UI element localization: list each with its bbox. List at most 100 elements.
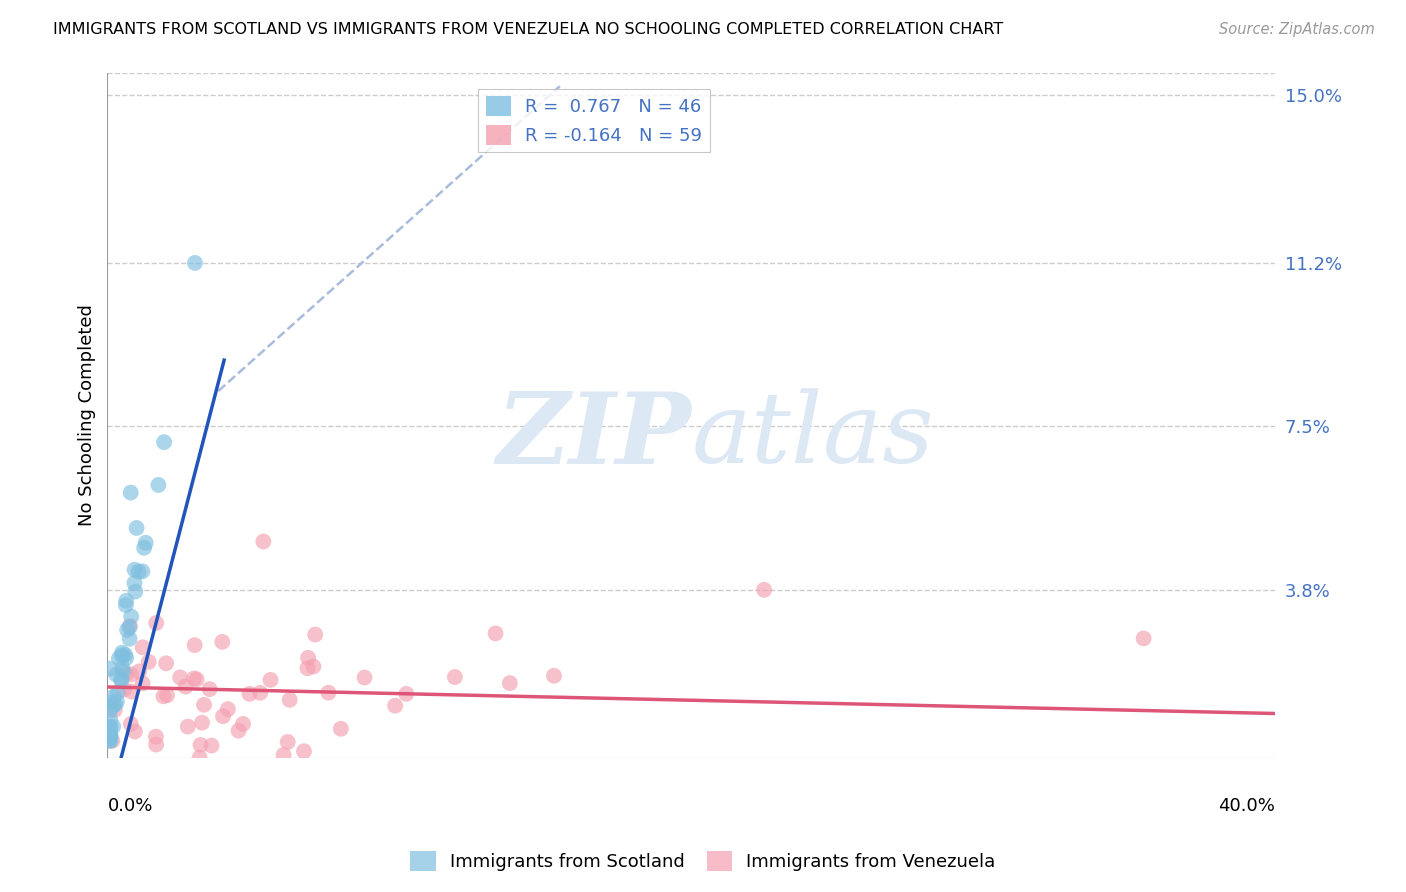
Point xyxy=(114,666,136,681)
Point xyxy=(238,687,260,701)
Text: 0.0%: 0.0% xyxy=(107,797,153,814)
Point xyxy=(249,686,271,700)
Point xyxy=(128,665,150,679)
Point xyxy=(107,685,129,699)
Point xyxy=(103,690,125,704)
Point xyxy=(484,626,506,640)
Point xyxy=(186,673,208,687)
Point xyxy=(1132,632,1154,646)
Point xyxy=(304,627,326,641)
Point xyxy=(444,670,467,684)
Point xyxy=(174,680,197,694)
Point xyxy=(200,739,222,753)
Point xyxy=(318,686,340,700)
Point xyxy=(104,698,127,712)
Point xyxy=(111,648,134,663)
Point xyxy=(120,609,142,624)
Point xyxy=(121,684,143,698)
Point xyxy=(110,673,132,687)
Point xyxy=(115,623,138,637)
Point xyxy=(105,695,128,709)
Point xyxy=(273,747,295,762)
Point xyxy=(103,719,125,733)
Point xyxy=(145,615,167,630)
Point xyxy=(384,698,406,713)
Point xyxy=(212,709,235,723)
Point xyxy=(232,717,254,731)
Point xyxy=(124,724,146,739)
Point xyxy=(277,735,299,749)
Point xyxy=(98,662,121,676)
Point xyxy=(752,582,775,597)
Point xyxy=(177,720,200,734)
Point xyxy=(329,722,352,736)
Point xyxy=(188,750,211,764)
Point xyxy=(114,648,136,662)
Point xyxy=(98,733,121,747)
Point xyxy=(184,256,207,270)
Point xyxy=(104,703,127,717)
Point xyxy=(131,565,153,579)
Point xyxy=(124,563,146,577)
Point xyxy=(353,671,375,685)
Point xyxy=(98,729,121,743)
Text: 40.0%: 40.0% xyxy=(1218,797,1275,814)
Point xyxy=(198,682,221,697)
Point xyxy=(108,651,131,665)
Text: Source: ZipAtlas.com: Source: ZipAtlas.com xyxy=(1219,22,1375,37)
Point xyxy=(395,687,418,701)
Point xyxy=(115,594,138,608)
Point xyxy=(120,485,142,500)
Point xyxy=(145,738,167,752)
Text: atlas: atlas xyxy=(692,388,934,483)
Point xyxy=(153,435,176,450)
Point xyxy=(211,635,233,649)
Point xyxy=(259,673,281,687)
Point xyxy=(112,665,135,679)
Point xyxy=(118,620,141,634)
Text: IMMIGRANTS FROM SCOTLAND VS IMMIGRANTS FROM VENEZUELA NO SCHOOLING COMPLETED COR: IMMIGRANTS FROM SCOTLAND VS IMMIGRANTS F… xyxy=(53,22,1004,37)
Point xyxy=(191,715,214,730)
Point xyxy=(111,646,134,660)
Point xyxy=(118,619,141,633)
Point xyxy=(148,478,170,492)
Point xyxy=(145,730,167,744)
Point xyxy=(105,667,128,681)
Point xyxy=(183,638,205,652)
Point xyxy=(124,576,146,591)
Point xyxy=(155,657,177,671)
Point xyxy=(100,730,122,744)
Point xyxy=(190,738,212,752)
Point xyxy=(183,672,205,686)
Point xyxy=(131,676,153,690)
Point xyxy=(101,733,124,747)
Point xyxy=(124,584,146,599)
Point xyxy=(100,696,122,710)
Point xyxy=(118,632,141,646)
Text: ZIP: ZIP xyxy=(496,388,692,484)
Point xyxy=(543,669,565,683)
Point xyxy=(98,734,121,748)
Point xyxy=(217,702,239,716)
Point xyxy=(252,534,274,549)
Point xyxy=(98,713,121,727)
Point xyxy=(169,670,191,684)
Point xyxy=(115,598,138,612)
Point xyxy=(278,693,301,707)
Point xyxy=(98,723,121,737)
Legend: Immigrants from Scotland, Immigrants from Venezuela: Immigrants from Scotland, Immigrants fro… xyxy=(404,844,1002,879)
Point xyxy=(120,667,142,681)
Point xyxy=(134,541,156,555)
Point xyxy=(125,521,148,535)
Point xyxy=(228,723,250,738)
Point xyxy=(120,717,142,731)
Point xyxy=(135,536,157,550)
Point xyxy=(138,655,160,669)
Point xyxy=(103,698,125,713)
Point xyxy=(110,673,132,688)
Point xyxy=(112,682,135,697)
Point xyxy=(98,731,121,745)
Point xyxy=(193,698,215,712)
Point xyxy=(156,688,179,702)
Point xyxy=(292,744,315,758)
